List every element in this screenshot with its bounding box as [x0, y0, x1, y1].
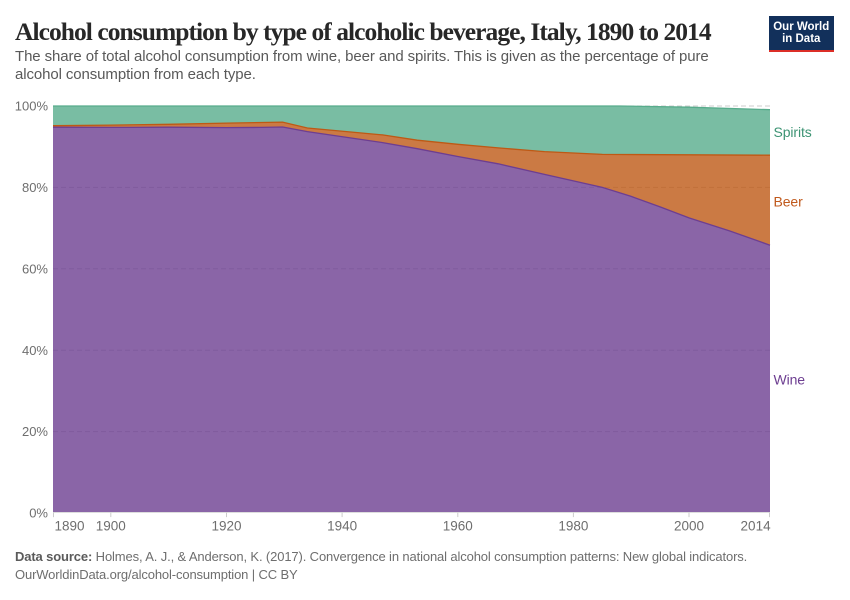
svg-text:1920: 1920 — [211, 519, 241, 534]
svg-text:100%: 100% — [15, 99, 49, 114]
svg-text:Spirits: Spirits — [774, 124, 812, 140]
svg-text:1900: 1900 — [96, 519, 126, 534]
svg-text:Wine: Wine — [774, 372, 806, 388]
svg-text:2014: 2014 — [741, 519, 772, 534]
svg-text:1940: 1940 — [327, 519, 357, 534]
svg-text:1890: 1890 — [55, 519, 85, 534]
svg-text:1960: 1960 — [443, 519, 473, 534]
svg-text:Beer: Beer — [774, 194, 804, 210]
svg-text:40%: 40% — [22, 343, 48, 358]
svg-text:1980: 1980 — [558, 519, 588, 534]
svg-text:20%: 20% — [22, 424, 48, 439]
svg-text:2000: 2000 — [674, 519, 704, 534]
svg-text:80%: 80% — [22, 180, 48, 195]
svg-text:0%: 0% — [29, 506, 48, 521]
svg-text:60%: 60% — [22, 261, 48, 276]
